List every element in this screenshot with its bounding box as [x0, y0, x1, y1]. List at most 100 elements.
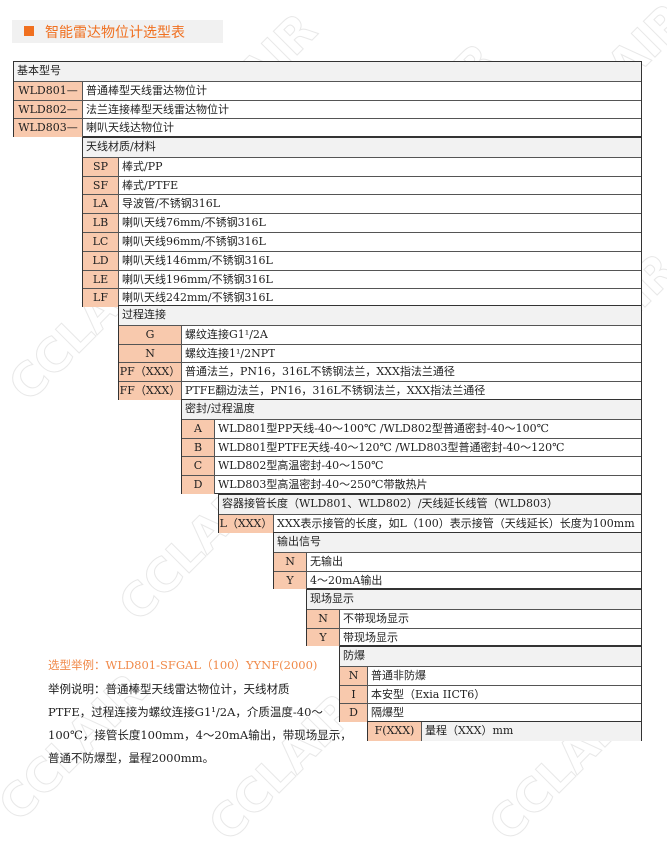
table-row: F(XXX) 量程（XXX）mm: [368, 722, 641, 741]
option-code: LF: [83, 289, 119, 308]
option-code: LC: [83, 232, 119, 251]
option-label: WLD803型高温密封-40～250℃带散热片: [218, 478, 428, 492]
table-row: LF 喇叭天线242mm/不锈钢316L: [83, 288, 641, 308]
option-code: Y: [274, 571, 307, 590]
table-row: I 本安型（Exia IICT6）: [340, 684, 641, 704]
section-header: 天线材质/材料: [83, 138, 641, 157]
section-block: F(XXX) 量程（XXX）mm: [367, 721, 642, 741]
table-row: N 不带现场显示: [307, 608, 641, 628]
section-title-bar: 智能雷达物位计选型表: [12, 20, 223, 43]
option-code: N: [340, 666, 368, 685]
option-label: WLD801型PP天线-40～100℃ /WLD802型普通密封-40～100℃: [218, 421, 549, 435]
option-code: D: [182, 476, 215, 494]
table-row: D WLD803型高温密封-40～250℃带散热片: [182, 475, 641, 494]
option-label: PTFE翻边法兰，PN16，316L不锈钢法兰，XXX指法兰通径: [185, 384, 486, 398]
section-header: 过程连接: [119, 306, 641, 325]
page-title: 智能雷达物位计选型表: [45, 25, 185, 41]
table-row: B WLD801型PTFE天线-40～120℃ /WLD803型普通密封-40～1…: [182, 437, 641, 457]
option-label: 喇叭天线146mm/不锈钢316L: [122, 253, 273, 267]
option-label: 螺纹连接1¹/2NPT: [185, 346, 276, 360]
option-code: LA: [83, 195, 119, 214]
square-bullet-icon: [24, 26, 34, 36]
option-label: 本安型（Exia IICT6）: [371, 687, 486, 701]
option-code: N: [307, 609, 340, 628]
table-row: N 普通非防爆: [340, 665, 641, 685]
option-code: N: [119, 344, 182, 363]
table-row: FF（XXX） PTFE翻边法兰，PN16，316L不锈钢法兰，XXX指法兰通径: [119, 381, 641, 400]
table-row: D 隔爆型: [340, 703, 641, 723]
option-label: 普通非防爆: [371, 668, 426, 682]
option-code: L（XXX）: [219, 514, 274, 533]
option-label: WLD801型PTFE天线-40～120℃ /WLD803型普通密封-40～12…: [218, 440, 565, 454]
option-code: WLD802—: [14, 100, 83, 119]
table-row: LB 喇叭天线76mm/不锈钢316L: [83, 213, 641, 232]
example-line: 举例说明：普通棒型天线雷达物位计，天线材质: [48, 682, 290, 696]
option-code: N: [274, 552, 307, 571]
table-row: WLD801— 普通棒型天线雷达物位计: [14, 80, 641, 100]
section-block: 过程连接 G 螺纹连接G1¹/2A N 螺纹连接1¹/2NPT PF（XXX） 普通法兰，P…: [118, 305, 642, 400]
section-block: 现场显示 N 不带现场显示 Y 带现场显示: [306, 589, 642, 647]
section-header: 现场显示: [307, 590, 641, 609]
option-label: 喇叭天线达物位计: [86, 121, 174, 135]
option-label: WLD802型高温密封-40～150℃: [218, 459, 384, 473]
section-block: 容器接管长度（WLD801、WLD802）/天线延长线管（WLD803） L（XX…: [218, 494, 642, 533]
option-code: I: [340, 685, 368, 704]
option-label: 喇叭天线76mm/不锈钢316L: [122, 216, 266, 230]
section-block: 密封/过程温度 A WLD801型PP天线-40～100℃ /WLD802型普通密封…: [181, 399, 642, 494]
example-line: 普通不防爆型，量程2000mm。: [48, 751, 215, 765]
option-code: G: [119, 325, 182, 344]
table-row: LA 导波管/不锈钢316L: [83, 194, 641, 214]
option-label: 不带现场显示: [343, 611, 409, 625]
table-row: Y 带现场显示: [307, 627, 641, 647]
table-row: LE 喇叭天线196mm/不锈钢316L: [83, 269, 641, 289]
option-code: LE: [83, 270, 119, 289]
section-block: 输出信号 N 无输出 Y 4～20mA输出: [273, 532, 642, 590]
option-label: 4～20mA输出: [310, 573, 383, 587]
option-label: 无输出: [310, 554, 343, 568]
option-code: FF（XXX）: [119, 382, 182, 400]
section-header: 容器接管长度（WLD801、WLD802）/天线延长线管（WLD803）: [219, 495, 641, 514]
table-row: LD 喇叭天线146mm/不锈钢316L: [83, 250, 641, 270]
option-label: 棒式/PP: [122, 159, 163, 173]
section-header: 防爆: [340, 647, 641, 666]
table-row: L（XXX） XXX表示接管的长度，如L（100）表示接管（天线延长）长度为100…: [219, 513, 641, 533]
table-row: LC 喇叭天线96mm/不锈钢316L: [83, 231, 641, 251]
table-row: N 螺纹连接1¹/2NPT: [119, 343, 641, 363]
option-label: 普通棒型天线雷达物位计: [86, 83, 207, 97]
table-row: WLD803— 喇叭天线达物位计: [14, 118, 641, 138]
example-title: 选型举例：WLD801-SFGAL（100）YYNF(2000): [48, 658, 318, 672]
option-label: 法兰连接棒型天线雷达物位计: [86, 102, 229, 116]
section-block: 防爆 N 普通非防爆 I 本安型（Exia IICT6） D 隔爆型: [339, 646, 642, 723]
option-code: LB: [83, 214, 119, 232]
option-label: 普通法兰，PN16，316L不锈钢法兰，XXX指法兰通径: [185, 365, 455, 379]
option-label: 喇叭天线96mm/不锈钢316L: [122, 234, 266, 248]
option-code: F(XXX): [368, 722, 422, 741]
table-row: Y 4～20mA输出: [274, 570, 641, 590]
table-row: SF 棒式/PTFE: [83, 175, 641, 195]
table-row: G 螺纹连接G1¹/2A: [119, 324, 641, 344]
option-code: A: [182, 419, 215, 438]
section-block: 天线材质/材料 SP 棒式/PP SF 棒式/PTFE LA 导波管/不锈钢316L LB 喇叭…: [82, 137, 642, 308]
option-code: SP: [83, 157, 119, 176]
option-code: LD: [83, 251, 119, 270]
table-row: PF（XXX） 普通法兰，PN16，316L不锈钢法兰，XXX指法兰通径: [119, 362, 641, 382]
section-header: 密封/过程温度: [182, 400, 641, 419]
option-label: 导波管/不锈钢316L: [122, 197, 221, 211]
section-block: 基本型号 WLD801— 普通棒型天线雷达物位计 WLD802— 法兰连接棒型天线雷达物…: [13, 61, 642, 138]
option-code: B: [182, 438, 215, 457]
table-row: N 无输出: [274, 551, 641, 571]
option-label: 棒式/PTFE: [122, 178, 179, 192]
option-code: Y: [307, 628, 340, 647]
example-line: PTFE，过程连接为螺纹连接G1¹/2A，介质温度-40～: [48, 705, 323, 719]
option-code: SF: [83, 176, 119, 195]
table-row: A WLD801型PP天线-40～100℃ /WLD802型普通密封-40～100…: [182, 418, 641, 438]
table-row: WLD802— 法兰连接棒型天线雷达物位计: [14, 99, 641, 119]
option-label: 量程（XXX）mm: [422, 722, 641, 741]
option-code: D: [340, 704, 368, 723]
option-label: 螺纹连接G1¹/2A: [185, 327, 268, 341]
table-row: SP 棒式/PP: [83, 156, 641, 176]
table-row: C WLD802型高温密封-40～150℃: [182, 456, 641, 476]
option-code: WLD803—: [14, 119, 83, 138]
option-code: C: [182, 457, 215, 476]
option-code: PF（XXX）: [119, 363, 182, 382]
